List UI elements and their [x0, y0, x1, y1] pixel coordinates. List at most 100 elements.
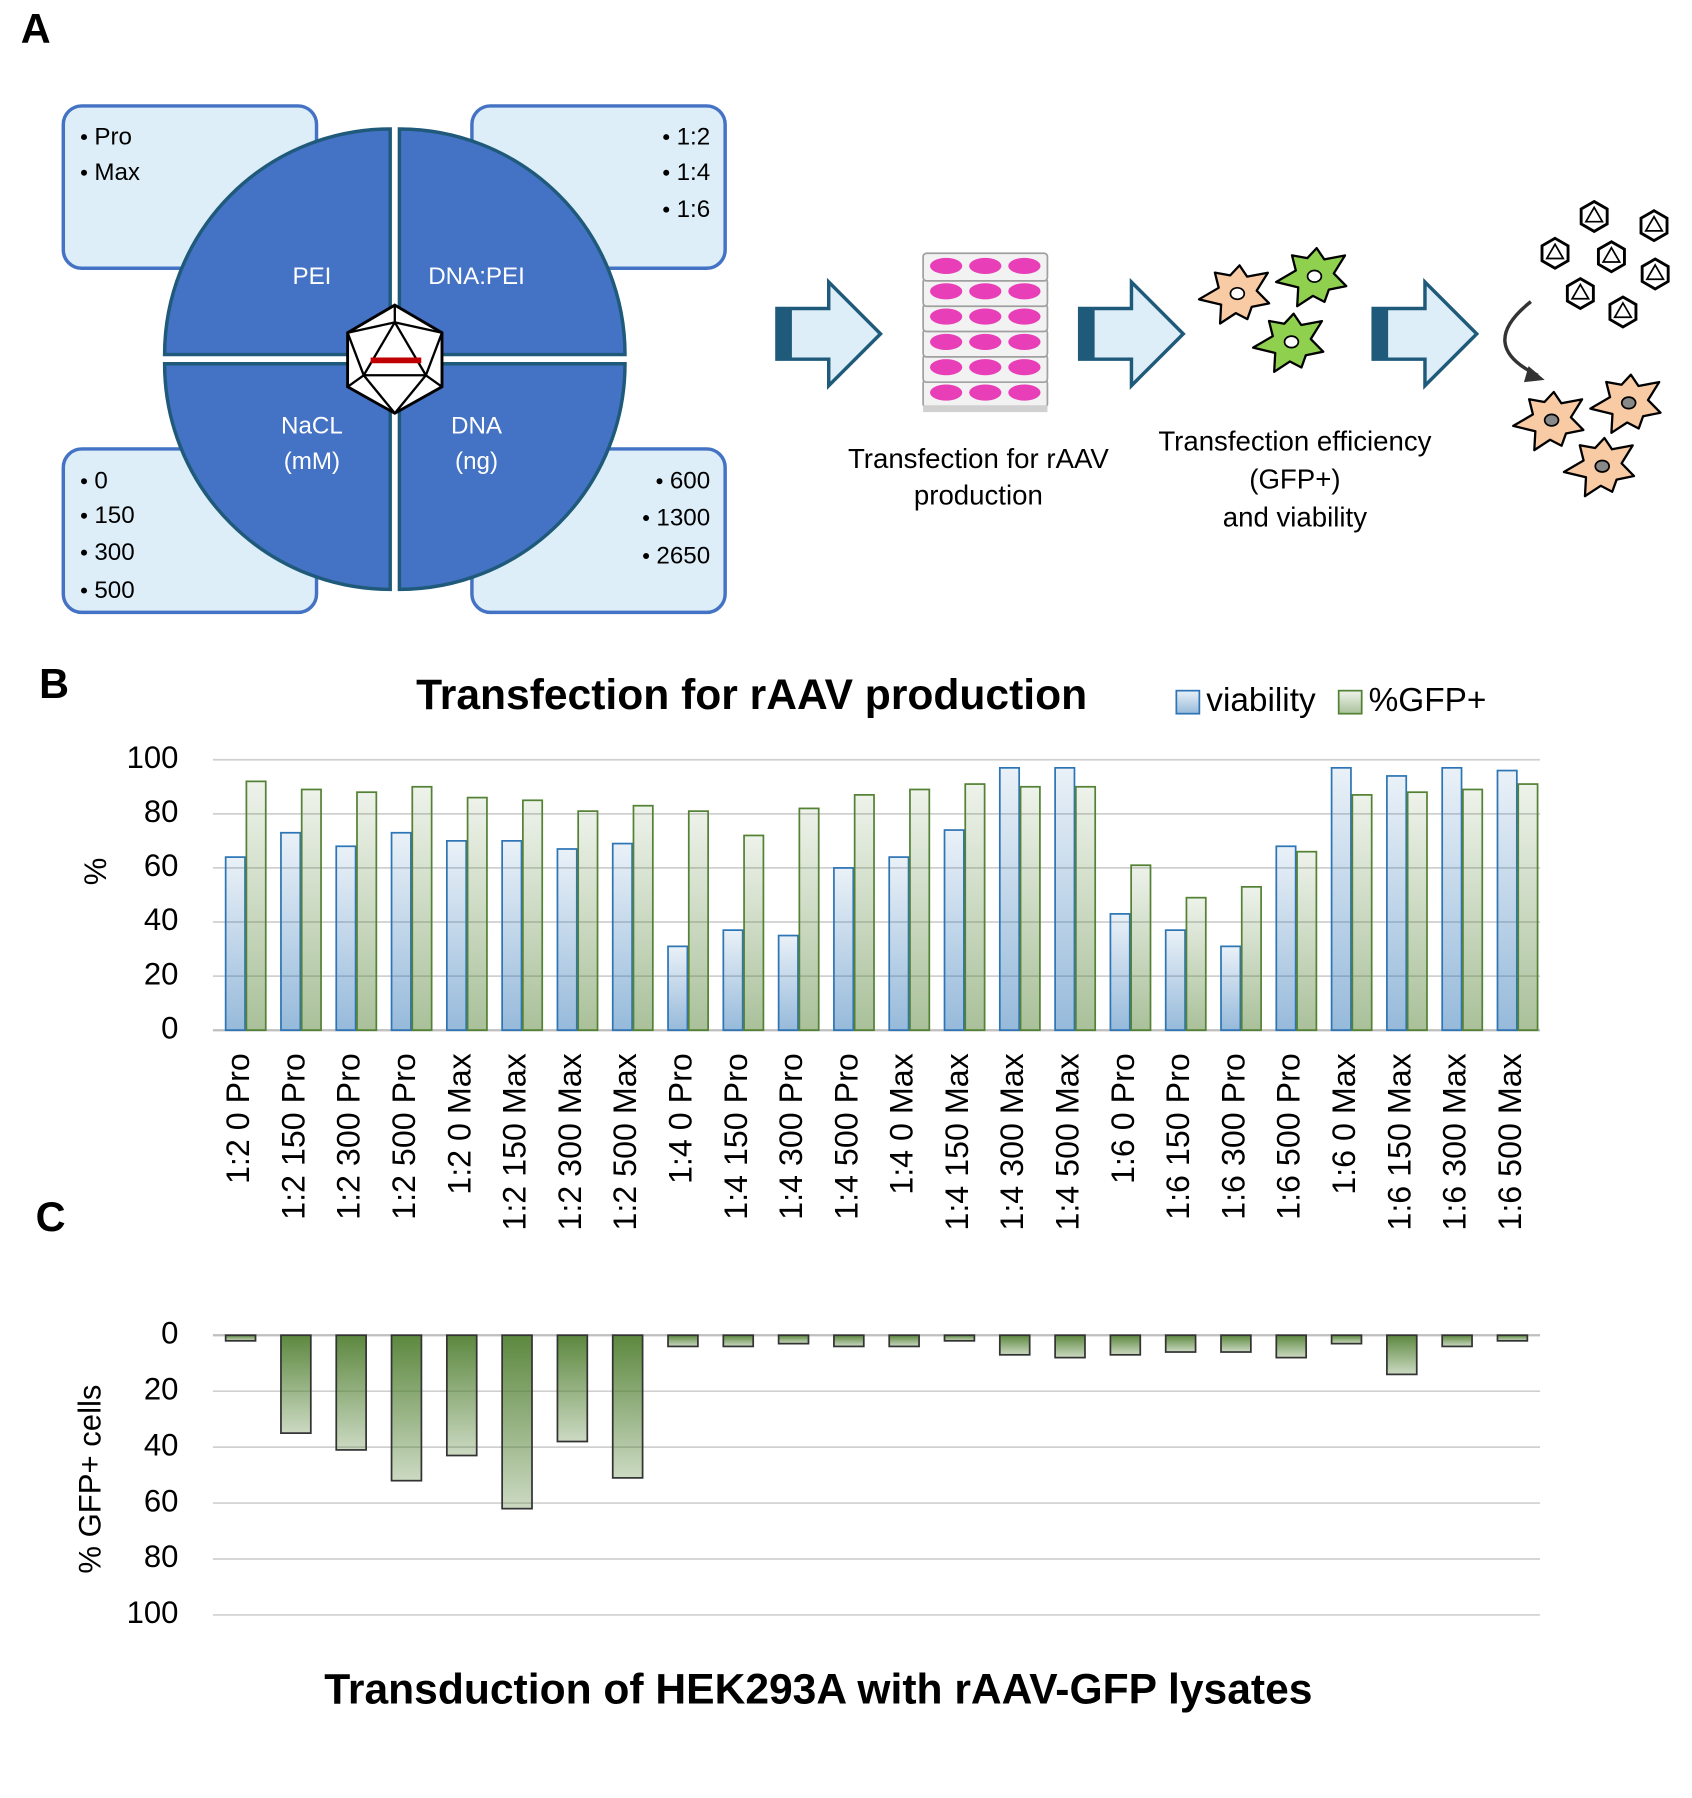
- quadrant: [162, 362, 392, 592]
- quadrant-label: PEI: [292, 263, 331, 290]
- bullet: [656, 478, 663, 485]
- bar: [335, 845, 357, 1032]
- bar: [1109, 913, 1131, 1032]
- well: [930, 283, 963, 300]
- well: [930, 359, 963, 376]
- bar: [611, 1334, 644, 1479]
- bar: [833, 1334, 865, 1348]
- virus: [1579, 199, 1609, 234]
- bar: [245, 780, 267, 1032]
- bar: [224, 1334, 257, 1342]
- bar: [1441, 1334, 1473, 1348]
- bar: [853, 794, 875, 1032]
- step-label: Transfection efficiency: [1158, 425, 1431, 456]
- x-tick-label: 1:2 150 Max: [497, 1053, 533, 1230]
- y-tick-label: 100: [127, 1595, 179, 1630]
- nucleus: [1229, 286, 1246, 301]
- well: [969, 333, 1002, 350]
- quadrant-label: NaCL: [281, 412, 343, 439]
- x-tick-label: 1:2 0 Pro: [220, 1053, 256, 1184]
- bullet: [81, 169, 88, 176]
- bar: [964, 783, 986, 1032]
- quadrant-label: DNA:PEI: [428, 263, 525, 290]
- x-tick-label: 1:4 0 Max: [884, 1053, 920, 1194]
- plate-base: [923, 405, 1048, 413]
- bullet: [81, 549, 88, 556]
- nucleus: [1543, 413, 1560, 427]
- bar: [390, 831, 412, 1032]
- quadrant-label: DNA: [451, 412, 503, 439]
- bar: [1386, 775, 1408, 1032]
- x-tick-label: 1:4 500 Max: [1050, 1053, 1086, 1230]
- bar: [466, 796, 488, 1032]
- nucleus: [1594, 459, 1610, 473]
- y-tick-label: 40: [144, 1427, 179, 1462]
- x-tick-label: 1:4 500 Pro: [828, 1053, 864, 1220]
- well: [1008, 283, 1041, 300]
- bar: [998, 766, 1021, 1032]
- bar: [1275, 1334, 1308, 1359]
- x-tick-label: 1:6 300 Max: [1437, 1053, 1473, 1230]
- bar: [300, 788, 322, 1032]
- virus: [1608, 295, 1638, 329]
- y-tick-label: 20: [144, 956, 179, 991]
- x-tick-label: 1:6 0 Max: [1326, 1053, 1362, 1194]
- bullet: [81, 134, 88, 141]
- bar: [1109, 1334, 1142, 1356]
- nucleus: [1283, 335, 1300, 349]
- bar: [998, 1334, 1031, 1356]
- bar: [943, 829, 965, 1032]
- curved-arrow: [1503, 300, 1539, 377]
- x-tick-label: 1:6 500 Pro: [1271, 1053, 1307, 1220]
- bullet: [81, 512, 88, 519]
- legend-label: %GFP+: [1369, 682, 1487, 719]
- panel-label: A: [21, 5, 51, 52]
- capsid-icon: [346, 303, 444, 415]
- bar: [1019, 785, 1041, 1032]
- bullet: [663, 134, 670, 141]
- well: [969, 308, 1002, 325]
- bar: [556, 848, 578, 1032]
- option: 600: [670, 468, 710, 495]
- bar: [501, 1334, 533, 1510]
- bar: [445, 840, 468, 1032]
- block-arrow: [1077, 277, 1186, 390]
- well: [1008, 359, 1041, 376]
- bar: [411, 785, 433, 1032]
- nucleus: [1620, 396, 1637, 410]
- x-tick-label: 1:4 300 Max: [994, 1053, 1030, 1230]
- option: 1:6: [677, 196, 711, 223]
- virus-face: [1570, 282, 1591, 300]
- well: [1008, 308, 1041, 325]
- bar: [1296, 850, 1318, 1032]
- bullet: [663, 169, 670, 176]
- bar: [1240, 885, 1262, 1032]
- step-label: Transfection for rAAV: [848, 443, 1109, 474]
- bullet: [643, 553, 650, 560]
- bar: [1496, 1334, 1529, 1342]
- well: [1008, 257, 1041, 274]
- option: 1:2: [677, 124, 711, 151]
- step-label: and viability: [1223, 501, 1367, 532]
- bar: [722, 929, 744, 1032]
- bullet: [81, 478, 88, 485]
- virus: [1640, 257, 1670, 291]
- bar: [888, 856, 910, 1032]
- quadrant-label: (ng): [455, 448, 498, 475]
- virus-face: [1645, 263, 1665, 281]
- virus: [1540, 236, 1570, 270]
- x-tick-label: 1:2 500 Max: [607, 1053, 643, 1230]
- y-tick-label: 40: [144, 902, 179, 937]
- arrow-band: [1373, 308, 1389, 360]
- bar: [1054, 766, 1076, 1032]
- bar: [909, 788, 931, 1032]
- bar: [1386, 1334, 1418, 1376]
- x-tick-label: 1:6 500 Max: [1492, 1053, 1528, 1230]
- quadrant-label: (mM): [284, 448, 340, 475]
- bar: [501, 840, 523, 1032]
- bar: [445, 1334, 478, 1457]
- y-axis-label: % GFP+ cells: [72, 1385, 107, 1574]
- block-arrow: [775, 277, 883, 390]
- option: Max: [94, 159, 140, 186]
